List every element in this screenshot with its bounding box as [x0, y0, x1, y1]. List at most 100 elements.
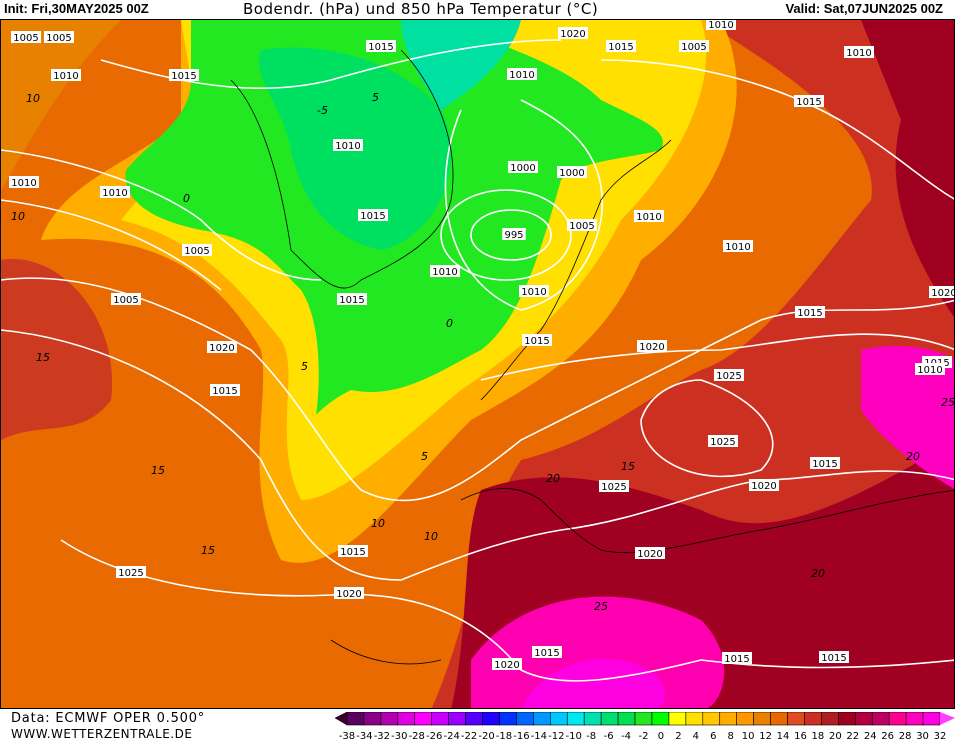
colorbar-arrow-low [335, 712, 348, 726]
colorbar-tick-label: -18 [496, 731, 512, 741]
isobar-label-bg [507, 68, 537, 80]
colorbar-tick-label: -26 [426, 731, 442, 741]
colorbar-tick-label: 32 [934, 731, 947, 741]
temperature-contour-label: 20 [811, 567, 825, 580]
colorbar-tick-label: 20 [829, 731, 842, 741]
colorbar-tick-label: 22 [846, 731, 859, 741]
isobar-label: 1010 [708, 20, 733, 31]
colorbar-tick-label: 6 [710, 731, 716, 741]
temp-zone-nw [1, 20, 121, 190]
isobar-label-bg [706, 20, 736, 30]
colorbar-tick-label: -6 [604, 731, 614, 741]
isobar-label-bg [794, 95, 824, 107]
temperature-contour-label: 15 [201, 544, 215, 557]
isobar-label-bg [502, 228, 526, 240]
isobar-label: 1020 [751, 481, 776, 492]
colorbar-tick-label: -28 [409, 731, 425, 741]
colorbar-cell [634, 712, 653, 726]
isobar-label-bg [358, 209, 388, 221]
colorbar-tick-label: 18 [812, 731, 825, 741]
website-credit: WWW.WETTERZENTRALE.DE [11, 727, 193, 741]
isobar-label-bg [182, 244, 212, 256]
temperature-contour-label: 5 [421, 450, 428, 463]
colorbar-cell [821, 712, 839, 726]
colorbar-cell [787, 712, 805, 726]
isobar-label: 1025 [118, 568, 143, 579]
isobar-label-bg [430, 265, 460, 277]
colorbar-cell [617, 712, 636, 726]
data-source: Data: ECMWF OPER 0.500° [11, 711, 206, 726]
isobar-label-bg [708, 435, 738, 447]
colorbar-tick-label: 0 [658, 731, 664, 741]
colorbar-cell [685, 712, 704, 726]
isobar-label-bg [819, 651, 849, 663]
isobar-label-bg [844, 46, 874, 58]
isobar-label: 995 [504, 230, 523, 241]
isobar-label: 1005 [681, 42, 706, 53]
isobar-label: 1000 [510, 163, 535, 174]
colorbar-tick-label: 30 [916, 731, 929, 741]
isobar-label-bg [723, 240, 753, 252]
isobar-label: 1010 [102, 188, 127, 199]
isobar-label-bg [810, 457, 840, 469]
colorbar-tick-label: 14 [777, 731, 790, 741]
isobar-label-bg [522, 334, 552, 346]
colorbar-tick-label: 8 [728, 731, 734, 741]
isobar-label: 1010 [509, 70, 534, 81]
colorbar-cell [346, 712, 365, 726]
isobar-label: 1020 [639, 342, 664, 353]
isobar-label: 1010 [636, 212, 661, 223]
colorbar-arrow-high [940, 712, 955, 725]
isobar-label-bg [567, 219, 597, 231]
colorbar-cell [566, 712, 585, 726]
isobar-label-bg [915, 363, 945, 375]
isobar-label-bg [111, 293, 141, 305]
isobar-label-bg [679, 40, 709, 52]
isobar-label: 1015 [796, 97, 821, 108]
colorbar-cell [905, 712, 924, 726]
isobar-label-bg [333, 139, 363, 151]
weather-map: 1005 1010 1015 1020 1015 1005 1010 1015 1010 1010… [0, 19, 955, 709]
isobar-label: 1015 [812, 459, 837, 470]
colorbar-tick-label: 24 [864, 731, 877, 741]
colorbar-cell [888, 712, 907, 726]
colorbar-tick-label: -4 [621, 731, 631, 741]
isobar-label: 1015 [534, 648, 559, 659]
colorbar-tick-label: -32 [374, 731, 390, 741]
colorbar-tick-label: -14 [531, 731, 547, 741]
colorbar-cell [651, 712, 670, 726]
colorbar-tick-label: -10 [566, 731, 582, 741]
colorbar-cell [736, 712, 754, 726]
isobar-label: 1010 [432, 267, 457, 278]
colorbar-tick-label: 12 [759, 731, 772, 741]
isobar-label-bg [519, 285, 549, 297]
colorbar-cell [871, 712, 890, 726]
isobar-label-bg [337, 293, 367, 305]
isobar-label-bg [366, 40, 396, 52]
isobar-label: 1000 [559, 168, 584, 179]
colorbar-tick-label: -20 [478, 731, 494, 741]
isobar-label-bg [9, 176, 39, 188]
colorbar-cell [702, 712, 721, 726]
isobar-label-bg [558, 27, 588, 39]
isobar-label-bg [100, 186, 130, 198]
isobar-label: 1020 [209, 343, 234, 354]
colorbar-tick-label: -30 [391, 731, 407, 741]
temperature-contour-label: 25 [594, 600, 608, 613]
colorbar-tick-label: 28 [899, 731, 912, 741]
temp-zone-anatolia [861, 345, 954, 489]
isobar-label: 1010 [917, 365, 942, 376]
colorbar-cell [465, 712, 483, 726]
isobar-label: 1015 [797, 308, 822, 319]
isobar-label-bg [334, 587, 364, 599]
colorbar-cell [600, 712, 619, 726]
isobar-label: 1020 [637, 549, 662, 560]
temperature-contour-label: 0 [183, 192, 190, 205]
isobar-label: 1015 [171, 71, 196, 82]
isobar-label: 1010 [53, 71, 78, 82]
isobar-label-bg [714, 369, 744, 381]
isobar-label: 1025 [601, 482, 626, 493]
colorbar-tick-label: -2 [639, 731, 649, 741]
